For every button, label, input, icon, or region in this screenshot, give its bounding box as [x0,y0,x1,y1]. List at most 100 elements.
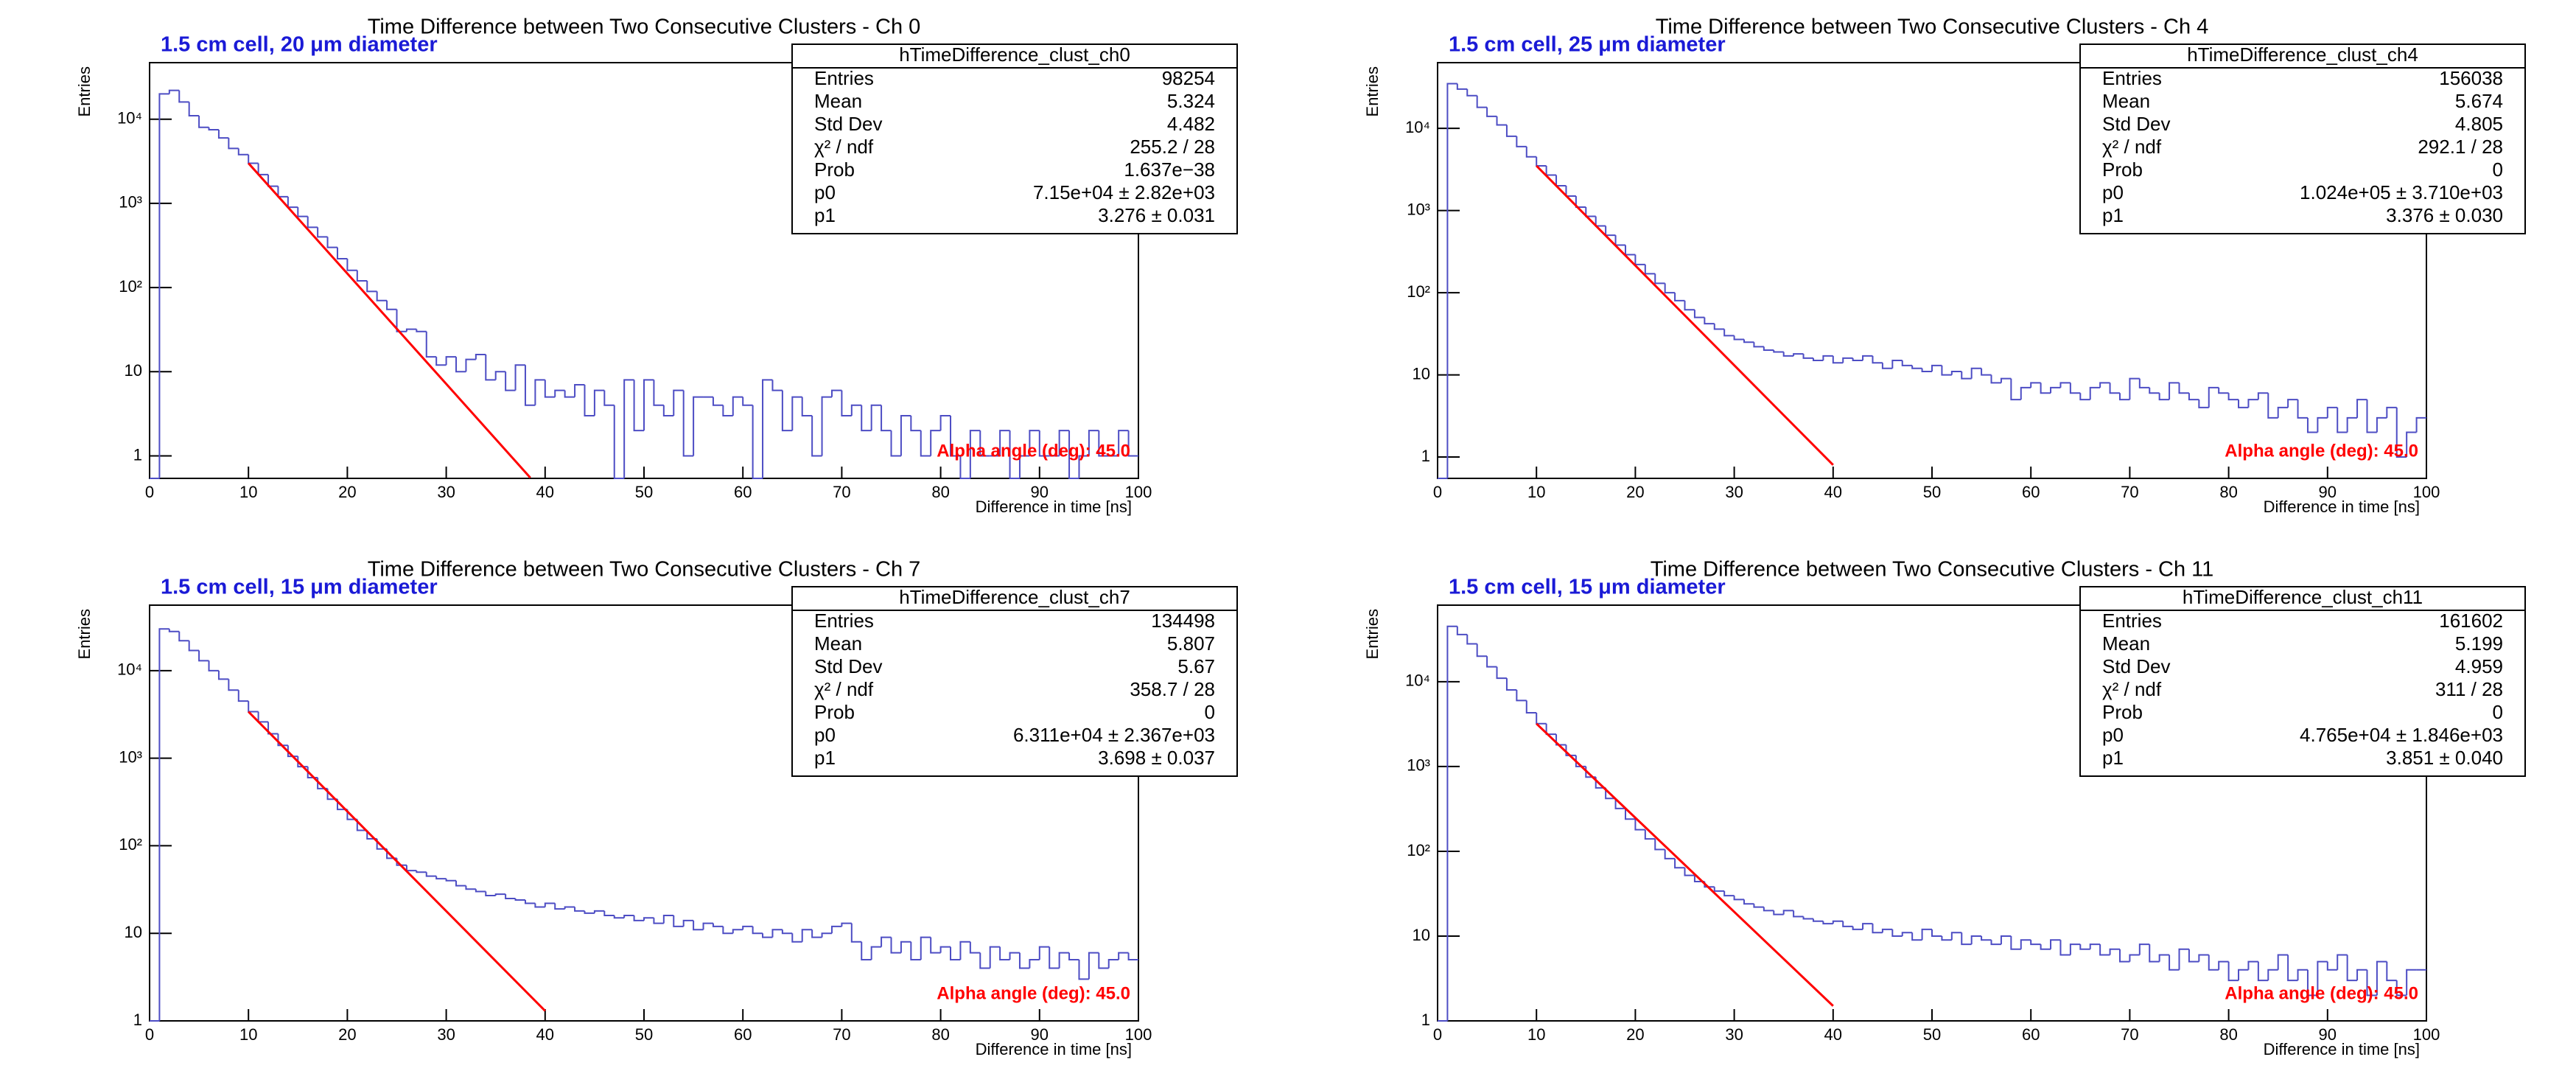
histogram-bin [702,922,713,930]
histogram-bin [208,127,219,131]
y-tick-label: 10 [125,923,142,941]
histogram-bin [1614,235,1625,246]
stats-value: 5.324 [1167,90,1215,112]
histogram-bin [1505,678,1517,691]
histogram-bin [1763,907,1774,912]
stats-value: 311 / 28 [2435,678,2503,700]
histogram-bin [1049,946,1060,969]
stats-label: Std Dev [2102,655,2171,677]
histogram-bin [1068,430,1079,479]
y-axis-label: Entries [75,66,94,116]
x-tick-label: 100 [1125,483,1152,501]
histogram-bin [1881,928,1893,933]
histogram-bin [494,893,506,896]
histogram-bin [752,405,763,479]
histogram-bin [979,430,990,457]
x-tick-label: 10 [239,483,257,501]
histogram-bin [405,865,417,872]
histogram-bin [771,929,783,938]
y-tick-label: 10³ [1407,200,1430,218]
histogram-bin [228,679,239,691]
histogram-bin [2138,943,2150,955]
annotation: Alpha angle (deg): 45.0 [2225,441,2418,461]
histogram-bin [2218,387,2229,394]
histogram-bin [762,379,773,478]
histogram-bin [564,906,575,910]
y-tick-label: 10³ [119,193,142,212]
x-tick-label: 30 [437,1025,455,1044]
histogram-bin [2020,939,2031,949]
x-tick-label: 10 [1527,1025,1545,1044]
stats-value: 5.67 [1177,655,1215,677]
histogram-bin [2149,387,2160,394]
histogram-bin [574,907,585,912]
histogram-bin [485,891,496,896]
histogram-bin [1505,125,1517,137]
histogram-bin [742,397,753,406]
histogram-bin [1029,430,1040,456]
x-tick-label: 100 [1125,1025,1152,1044]
histogram-bin [2326,961,2338,971]
histogram-bin [1476,643,1488,657]
histogram-bin [416,871,427,873]
histogram-bin [1078,959,1089,980]
histogram-bin [1782,352,1794,357]
histogram-bin [198,116,209,128]
x-tick-label: 30 [1725,483,1743,501]
histogram-bin [158,93,169,478]
histogram-bin [2218,960,2229,970]
histogram-bin [2277,954,2289,970]
histogram-bin [2238,969,2249,981]
histogram-bin [939,414,951,431]
stats-value: 0 [2493,701,2503,723]
histogram-bin [1634,819,1645,831]
histogram-bin [1961,932,1972,946]
stats-value: 4.765e+04 ± 1.846e+03 [2300,724,2503,746]
x-tick-label: 80 [931,1025,949,1044]
histogram-bin [653,380,664,406]
stats-label: Mean [814,632,862,655]
stats-label: p0 [2102,181,2124,203]
histogram-bin [2138,378,2150,388]
histogram-bin [1941,365,1952,376]
fit-line [1536,722,1834,1007]
histogram-bin [1733,335,1745,341]
x-tick-label: 80 [931,483,949,501]
x-tick-label: 90 [1031,483,1049,501]
histogram-bin [237,690,249,702]
histogram-bin [366,281,377,293]
histogram-bin [781,929,793,935]
histogram-bin [1901,932,1913,936]
histogram-bin [999,946,1010,960]
histogram-bin [1713,324,1725,330]
histogram-bin [168,89,180,94]
stats-box [791,586,1238,777]
histogram-bin [1802,916,1813,920]
stats-label: Entries [2102,610,2162,632]
histogram-bin [1674,858,1685,869]
stats-label: Std Dev [814,655,883,677]
y-axis-label: Entries [75,609,94,659]
histogram-bin [1802,354,1813,359]
chart-panel: Time Difference between Two Consecutive … [75,15,1238,516]
histogram-bin [613,405,625,479]
chart-panel: Time Difference between Two Consecutive … [1363,15,2526,516]
histogram-bin [2158,393,2170,401]
y-tick-label: 10³ [1407,756,1430,775]
histogram-bin [900,414,911,456]
histogram-bin [1038,946,1050,960]
y-tick-label: 1 [1421,1011,1430,1029]
histogram-bin [2069,383,2081,394]
x-axis-label: Difference in time [ns] [2264,498,2420,516]
histogram-bin [2040,944,2051,950]
x-tick-label: 70 [2121,1025,2138,1044]
x-tick-label: 20 [1626,483,1644,501]
histogram-bin [673,915,684,927]
histogram-bin [1466,634,1477,645]
histogram-bin [1118,430,1129,456]
histogram-bin [1981,935,1992,941]
histogram-bin [1911,932,1922,941]
histogram-bin [267,722,279,735]
histogram-bin [2306,417,2318,433]
histogram-bin [2069,943,2081,955]
